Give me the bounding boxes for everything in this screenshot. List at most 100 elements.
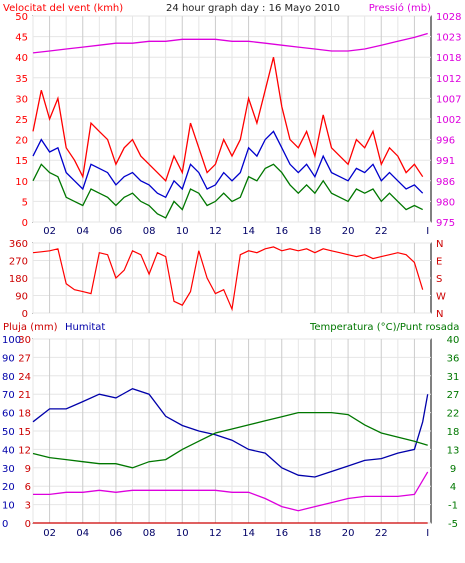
rain-y-tick-label: 27 [18,353,31,364]
temperature-y-tick-label: -1 [448,501,458,512]
series-avg-line [32,130,424,199]
wind-y-tick-label: 5 [22,197,28,208]
wind-x-tick-label: I [426,226,429,237]
direction-y-tick-label: 270 [9,257,28,268]
temperature-y-tick-label: 4 [450,482,456,493]
series-dewpoint-line [33,471,429,512]
rain-y-tick-label: 18 [18,409,31,420]
humidity-y-tick-label: 100 [2,335,21,346]
wind-x-tick-label: 10 [176,226,189,237]
wind-x-tick-label: 12 [209,226,222,237]
rain-y-tick-label: 0 [25,519,31,530]
temperature-y-tick-label: 40 [447,335,460,346]
temperature-y-tick-label: 36 [447,353,460,364]
temperature-y-tick-label: 22 [447,409,460,420]
direction-compass-label: S [436,274,442,285]
temperature-y-tick-label: -5 [448,519,458,530]
temperature-y-tick-label: 9 [450,464,456,475]
wind-axis-label: Velocitat del vent (kmh) [3,3,123,14]
wind-x-tick-label: 20 [342,226,355,237]
series-gust-line [32,57,424,182]
humidity-x-tick-label: 02 [43,528,56,539]
wind-pressure-panel: 0510152025303540455097598098699199610021… [15,12,461,237]
series-wind_direction-line [32,246,424,312]
humidity-x-tick-label: 16 [275,528,288,539]
humidity-temperature-panel: 0369121518212427300102030405060708090100… [2,335,459,539]
humidity-y-tick-label: 0 [2,519,8,530]
direction-y-tick-label: 0 [22,309,28,320]
wind-x-tick-label: 14 [242,226,255,237]
pressure-y-tick-label: 996 [436,136,455,147]
wind-x-tick-label: 06 [110,226,123,237]
wind-y-tick-label: 10 [15,177,28,188]
rain-y-tick-label: 3 [25,501,31,512]
direction-compass-label: N [436,309,443,320]
humidity-x-tick-label: 04 [76,528,89,539]
rain-y-tick-label: 6 [25,482,31,493]
humidity-y-tick-label: 70 [2,390,15,401]
rain-y-tick-label: 30 [18,335,31,346]
rain-y-tick-label: 15 [18,427,31,438]
series-pressure-line [32,32,428,54]
graph-title: 24 hour graph day : 16 Mayo 2010 [166,3,340,14]
humidity-y-tick-label: 10 [2,501,15,512]
humidity-x-tick-label: 18 [309,528,322,539]
humidity-y-tick-label: 60 [2,409,15,420]
humidity-x-tick-label: I [426,528,429,539]
temperature-axis-label: Temperatura (°C)/Punt rosada [309,322,459,333]
direction-compass-label: N [436,239,443,250]
rain-axis-label: Pluja (mm) [3,322,58,333]
temperature-y-tick-label: 31 [447,372,460,383]
humidity-y-tick-label: 50 [2,427,15,438]
wind-x-tick-label: 02 [43,226,56,237]
pressure-y-tick-label: 1002 [436,115,461,126]
rain-y-tick-label: 24 [18,372,31,383]
wind-y-tick-label: 40 [15,53,28,64]
humidity-y-tick-label: 30 [2,464,15,475]
rain-y-tick-label: 9 [25,464,31,475]
direction-y-tick-label: 360 [9,239,28,250]
wind-x-tick-label: 22 [375,226,388,237]
series-humidity-line [32,387,429,478]
direction-compass-label: E [436,257,442,268]
humidity-x-tick-label: 10 [176,528,189,539]
pressure-y-tick-label: 986 [436,177,455,188]
wind-y-tick-label: 0 [22,218,28,229]
rain-y-tick-label: 21 [18,390,31,401]
pressure-y-tick-label: 980 [436,197,455,208]
wind-x-tick-label: 16 [275,226,288,237]
rain-y-tick-label: 12 [18,445,31,456]
humidity-x-tick-label: 20 [342,528,355,539]
wind-y-tick-label: 25 [15,115,28,126]
wind-y-tick-label: 45 [15,33,28,44]
pressure-y-tick-label: 991 [436,156,455,167]
direction-y-tick-label: 180 [9,274,28,285]
pressure-y-tick-label: 975 [436,218,455,229]
series-temperature-line [32,411,428,469]
humidity-y-tick-label: 90 [2,353,15,364]
pressure-y-tick-label: 1028 [436,12,461,23]
humidity-y-tick-label: 20 [2,482,15,493]
temperature-y-tick-label: 18 [447,427,460,438]
humidity-axis-label: Humitat [65,322,105,333]
humidity-x-tick-label: 08 [143,528,156,539]
wind-y-tick-label: 35 [15,74,28,85]
direction-y-tick-label: 90 [15,292,28,303]
pressure-y-tick-label: 1023 [436,33,461,44]
humidity-x-tick-label: 14 [242,528,255,539]
direction-compass-label: W [436,292,446,303]
wind-x-tick-label: 08 [143,226,156,237]
pressure-y-tick-label: 1012 [436,74,461,85]
pressure-y-tick-label: 1018 [436,53,461,64]
humidity-x-tick-label: 06 [110,528,123,539]
wind-y-tick-label: 30 [15,94,28,105]
series-min-line [32,163,423,219]
humidity-x-tick-label: 22 [375,528,388,539]
wind-y-tick-label: 20 [15,136,28,147]
humidity-x-tick-label: 12 [209,528,222,539]
humidity-y-tick-label: 80 [2,372,15,383]
temperature-y-tick-label: 13 [447,445,460,456]
